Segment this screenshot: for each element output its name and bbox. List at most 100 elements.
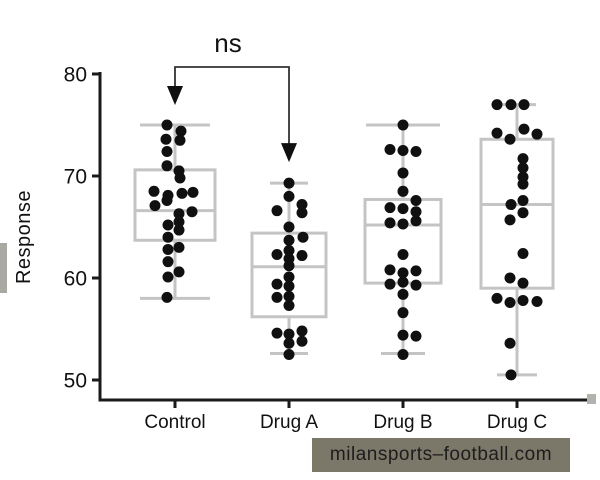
x-category-label: Drug C	[487, 412, 547, 433]
y-axis-title: Response	[13, 189, 35, 285]
data-point	[384, 278, 396, 290]
data-point	[504, 214, 516, 226]
data-point	[397, 167, 409, 179]
data-point	[397, 288, 409, 300]
data-point	[161, 119, 173, 131]
data-point	[518, 99, 530, 111]
data-point	[505, 199, 517, 211]
boxplot-control	[133, 119, 217, 303]
data-point	[296, 335, 308, 347]
data-point	[397, 145, 409, 156]
y-tick-label: 50	[64, 370, 87, 393]
data-point	[517, 194, 529, 206]
data-point	[283, 234, 295, 246]
y-tick-label: 60	[64, 268, 87, 291]
data-point	[173, 208, 185, 220]
data-point	[173, 241, 185, 253]
ns-bracket	[174, 66, 290, 147]
significance-label: ns	[214, 28, 242, 58]
data-point	[271, 278, 283, 290]
data-point	[531, 295, 543, 307]
data-point	[397, 249, 409, 261]
data-point	[161, 146, 173, 158]
data-point	[283, 221, 295, 233]
data-point	[162, 231, 174, 243]
data-point	[296, 207, 308, 219]
data-point	[271, 327, 283, 339]
data-point	[271, 249, 283, 261]
down-arrowhead-icon	[167, 86, 183, 105]
data-point	[531, 128, 543, 140]
data-point	[410, 330, 422, 342]
data-point	[491, 292, 503, 304]
data-point	[271, 205, 283, 217]
data-point	[491, 99, 503, 111]
data-point	[297, 231, 309, 243]
data-point	[174, 134, 186, 146]
data-point	[397, 267, 409, 279]
data-point	[505, 99, 517, 111]
data-point	[517, 153, 529, 165]
data-point	[176, 187, 188, 199]
data-point	[162, 219, 174, 231]
x-category-label: Drug A	[260, 412, 318, 433]
data-point	[162, 243, 174, 255]
data-point	[283, 337, 295, 349]
data-point	[162, 271, 174, 283]
data-point	[504, 133, 516, 145]
data-point	[517, 294, 529, 306]
data-point	[148, 185, 160, 197]
data-point	[161, 291, 173, 303]
data-point	[517, 162, 529, 174]
data-point	[410, 215, 422, 227]
data-point	[397, 276, 409, 288]
data-point	[384, 143, 396, 155]
data-point	[410, 206, 422, 218]
iqr-box	[250, 231, 328, 319]
boxplot-drug-b	[363, 119, 443, 360]
data-point	[283, 349, 295, 360]
data-point	[504, 296, 516, 308]
data-point	[504, 337, 516, 349]
data-point	[518, 123, 530, 135]
data-point	[397, 203, 409, 215]
watermark: milansports–football.com	[312, 438, 570, 472]
data-point	[410, 279, 422, 291]
data-point	[283, 290, 295, 302]
data-point	[186, 206, 198, 218]
data-point	[175, 125, 187, 137]
data-point	[283, 271, 295, 283]
data-point	[160, 133, 172, 145]
data-point	[283, 244, 295, 256]
data-point	[517, 207, 529, 219]
data-point	[384, 264, 396, 276]
data-point	[283, 328, 295, 340]
data-point	[173, 216, 185, 228]
y-tick-label: 80	[64, 64, 87, 87]
gray-artifact-right	[587, 394, 596, 404]
gray-artifact-left	[0, 243, 7, 293]
data-point	[410, 194, 422, 206]
data-point	[161, 160, 173, 172]
data-point	[410, 265, 422, 277]
data-point	[149, 200, 161, 212]
data-point	[517, 178, 529, 190]
data-point	[384, 202, 396, 214]
data-point	[283, 300, 295, 312]
data-point	[283, 177, 295, 189]
data-point	[410, 146, 422, 158]
data-point	[491, 127, 503, 139]
data-point	[283, 190, 295, 202]
data-point	[283, 280, 295, 292]
data-point	[296, 250, 308, 262]
data-point	[187, 186, 199, 198]
data-point	[397, 119, 409, 131]
data-point	[173, 266, 185, 278]
y-tick-label: 70	[64, 166, 87, 189]
data-point	[296, 199, 308, 211]
data-point	[504, 272, 516, 284]
data-point	[283, 260, 295, 272]
data-point	[397, 307, 409, 319]
data-point	[397, 329, 409, 341]
